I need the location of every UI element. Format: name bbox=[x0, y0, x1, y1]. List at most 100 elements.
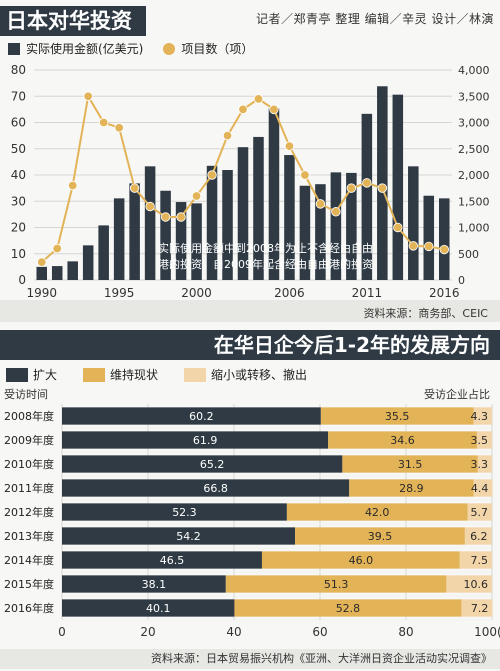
line-point bbox=[315, 199, 326, 209]
line-point bbox=[300, 170, 310, 180]
line-point bbox=[222, 130, 233, 141]
y-tick-right: 3,500 bbox=[458, 90, 490, 103]
legend-swatch-line bbox=[163, 42, 176, 55]
category-label: 2008年度 bbox=[4, 409, 54, 423]
stacked-bar-segment bbox=[328, 431, 477, 449]
line-point bbox=[238, 104, 248, 115]
bar bbox=[222, 170, 233, 280]
stacked-bar-segment bbox=[62, 551, 262, 569]
bar bbox=[408, 166, 419, 280]
stacked-bar-segment bbox=[446, 575, 492, 593]
stacked-bar-segment bbox=[234, 599, 462, 617]
chart-annotation: 实际使用金额中到2008年为止不含经由自由 bbox=[158, 241, 373, 255]
legend-label-projects: 项目数（项） bbox=[181, 42, 254, 56]
line-point bbox=[377, 183, 388, 193]
bar bbox=[315, 184, 326, 280]
legend-item-maintain: 维持现状 bbox=[83, 366, 158, 383]
bar bbox=[284, 155, 295, 280]
y2-axis-label: 受访企业占比 bbox=[424, 388, 490, 401]
bar bbox=[361, 113, 373, 281]
bar bbox=[438, 198, 450, 280]
stacked-bar-segment bbox=[62, 455, 343, 473]
legend-label-shrink: 缩小或转移、撤出 bbox=[211, 368, 308, 382]
line-point bbox=[424, 241, 434, 252]
category-label: 2009年度 bbox=[4, 433, 54, 447]
chart-annotation: 港的投资，自2009年起含经由自由港的投资 bbox=[158, 257, 373, 271]
stacked-bar-segment bbox=[349, 479, 474, 497]
line-point bbox=[191, 191, 202, 201]
category-label: 2015年度 bbox=[4, 577, 54, 591]
legend-swatch-expand bbox=[6, 367, 28, 382]
y-tick-left: 10 bbox=[11, 247, 26, 261]
legend-item-shrink: 缩小或转移、撤出 bbox=[184, 366, 307, 383]
category-label: 2016年度 bbox=[4, 601, 54, 615]
bar bbox=[299, 185, 311, 280]
bar bbox=[268, 108, 280, 281]
stacked-bar-segment bbox=[225, 575, 447, 593]
x-tick: 2016 bbox=[429, 286, 460, 300]
line-point bbox=[176, 212, 186, 222]
y-tick-right: 1,500 bbox=[458, 195, 490, 208]
line-point bbox=[284, 141, 295, 151]
y-tick-right: 0 bbox=[458, 274, 465, 287]
bar bbox=[144, 166, 156, 280]
bar bbox=[191, 203, 202, 280]
y-tick-right: 2,000 bbox=[458, 169, 490, 182]
stacked-bar-segment bbox=[62, 503, 287, 521]
line-point bbox=[160, 212, 171, 222]
line-point bbox=[439, 244, 449, 255]
value-label: 40.1 bbox=[146, 602, 171, 615]
x-tick: 1990 bbox=[26, 286, 57, 300]
bar bbox=[392, 94, 404, 280]
investment-chart: 0 10 20 30 40 50 60 70 80 0 500 1,000 1,500 2,000 2,50… bbox=[11, 63, 490, 300]
bar bbox=[377, 86, 388, 281]
bar bbox=[423, 195, 435, 280]
bar bbox=[346, 172, 357, 280]
value-label: 60.2 bbox=[189, 410, 214, 423]
y-tick-left: 40 bbox=[11, 168, 26, 182]
line-point bbox=[408, 241, 418, 251]
line-point bbox=[346, 183, 357, 193]
stacked-bar-segment bbox=[473, 479, 493, 497]
value-label: 7.2 bbox=[471, 602, 489, 615]
section-title-bar: 在华日企今后1-2年的发展方向 bbox=[0, 330, 500, 360]
value-label: 61.9 bbox=[193, 434, 218, 447]
bar bbox=[51, 266, 63, 280]
bar bbox=[175, 202, 187, 280]
y-tick-left: 80 bbox=[11, 63, 26, 77]
y-tick-left: 70 bbox=[11, 89, 26, 103]
page-title: 日本对华投资 bbox=[0, 6, 146, 36]
bar bbox=[253, 136, 264, 280]
stacked-bar-segment bbox=[342, 455, 478, 473]
legend-swatch-shrink bbox=[184, 367, 207, 382]
bar bbox=[36, 266, 48, 280]
stacked-bar-segment bbox=[464, 527, 492, 545]
line-point bbox=[393, 222, 403, 233]
section-title: 在华日企今后1-2年的发展方向 bbox=[213, 333, 490, 357]
bar bbox=[129, 183, 140, 280]
x-tick: 80 bbox=[398, 625, 413, 639]
value-label: 28.9 bbox=[399, 482, 424, 495]
value-label: 65.2 bbox=[200, 458, 225, 471]
stacked-bar-segment bbox=[477, 455, 492, 473]
value-label: 51.3 bbox=[324, 578, 349, 591]
line-point bbox=[253, 94, 264, 104]
y-tick-right: 1,000 bbox=[458, 222, 490, 235]
stacked-bar-segment bbox=[62, 575, 226, 593]
source-note-top: 资料来源：商务部、CEIC bbox=[363, 307, 488, 320]
line-point bbox=[114, 123, 124, 133]
stacked-bar-segment bbox=[62, 527, 296, 545]
stacked-bar-segment bbox=[295, 527, 465, 545]
category-label: 2013年度 bbox=[4, 529, 54, 543]
stacked-bar-segment bbox=[320, 407, 474, 425]
x-tick: 2006 bbox=[274, 286, 305, 300]
stacked-bar-segment bbox=[476, 431, 492, 449]
legend-bottom: 扩大 维持现状 缩小或转移、撤出 bbox=[6, 366, 333, 383]
value-label: 10.6 bbox=[464, 578, 489, 591]
line-point bbox=[83, 91, 93, 101]
line-point bbox=[68, 180, 78, 191]
value-label: 42.0 bbox=[365, 506, 390, 519]
bar bbox=[330, 172, 342, 280]
line-point bbox=[207, 170, 217, 180]
y-tick-right: 4,000 bbox=[458, 64, 490, 77]
